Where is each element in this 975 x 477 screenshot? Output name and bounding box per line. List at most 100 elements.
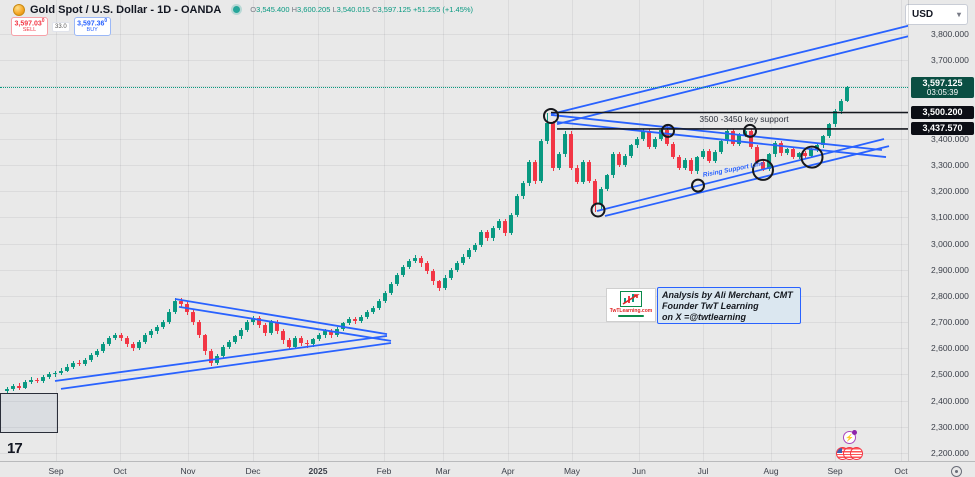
- candle: [821, 136, 825, 146]
- bar-countdown: 03:05:39: [926, 88, 959, 98]
- candle: [647, 130, 651, 147]
- chevron-down-icon: ▾: [956, 10, 961, 19]
- high-value: 3,600.205: [297, 5, 331, 14]
- time-tick-label: Oct: [894, 466, 908, 476]
- candle: [89, 354, 93, 361]
- candle: [653, 138, 657, 147]
- candle: [401, 267, 405, 275]
- candle: [683, 159, 687, 168]
- candle: [101, 344, 105, 351]
- logo-chart-icon: [620, 291, 642, 307]
- time-tick-label: Jul: [697, 466, 709, 476]
- price-axis[interactable]: 3,597.125 03:05:39 3,800.000 3,700.000 3,4…: [908, 0, 975, 461]
- close-value: 3,597.125: [377, 5, 411, 14]
- candle: [281, 331, 285, 341]
- candle: [731, 130, 735, 144]
- candle: [605, 175, 609, 189]
- candle: [701, 150, 705, 158]
- price-tick-label: 2,600.000: [931, 343, 969, 354]
- candle: [35, 379, 39, 381]
- v-gridline: [835, 0, 836, 461]
- h-gridline: [0, 217, 908, 219]
- candle: [449, 269, 453, 278]
- us-economic-events-icon[interactable]: [836, 447, 863, 460]
- candle: [203, 335, 207, 351]
- symbol-legend[interactable]: Gold Spot / U.S. Dollar - 1D - OANDA O3,…: [13, 3, 473, 16]
- candle: [47, 374, 51, 378]
- candle: [461, 256, 465, 264]
- key-support-annotation[interactable]: 3500 -3450 key support: [699, 114, 789, 124]
- candle: [419, 257, 423, 264]
- candle: [719, 141, 723, 152]
- candle: [227, 341, 231, 347]
- candle: [671, 143, 675, 158]
- selection-box-drawing[interactable]: [0, 393, 58, 434]
- candle: [197, 322, 201, 336]
- candle: [377, 301, 381, 308]
- candle: [317, 335, 321, 340]
- price-tick-label: 3,300.000: [931, 159, 969, 170]
- candle: [617, 154, 621, 165]
- candle: [743, 130, 747, 135]
- candle: [239, 329, 243, 337]
- time-axis[interactable]: Sep Oct Nov Dec 2025 Feb Mar Apr May Jun Jul Aug Sep…: [0, 461, 975, 477]
- v-gridline: [771, 0, 772, 461]
- candle: [323, 331, 327, 336]
- candle: [5, 388, 9, 392]
- candle: [83, 360, 87, 364]
- v-gridline: [703, 0, 704, 461]
- v-gridline: [188, 0, 189, 461]
- time-tick-label: Feb: [376, 466, 392, 476]
- rising-support-line-annotation[interactable]: Rising Support Line: [702, 160, 765, 179]
- candle: [59, 370, 63, 374]
- scale-reset-target-icon[interactable]: [951, 466, 962, 477]
- time-tick-label: Jun: [632, 466, 646, 476]
- candle: [635, 138, 639, 146]
- candle: [767, 154, 771, 169]
- price-tick-label: 3,100.000: [931, 212, 969, 223]
- sell-button[interactable]: 3,597.030 SELL: [11, 17, 48, 36]
- tradingview-logo[interactable]: 17: [7, 440, 23, 457]
- candle: [191, 311, 195, 323]
- buy-price-sup: 0: [104, 18, 108, 25]
- price-tick-label: 3,200.000: [931, 186, 969, 197]
- trade-buttons: 3,597.030 SELL 33.0 3,597.360 BUY: [11, 17, 111, 36]
- rising-support-1: [596, 138, 885, 212]
- candle: [221, 346, 225, 357]
- v-gridline: [901, 0, 902, 461]
- h-gridline: [0, 86, 908, 88]
- h-gridline: [0, 191, 908, 193]
- buy-price: 3,597.36: [77, 20, 105, 28]
- candle: [779, 142, 783, 154]
- currency-selector[interactable]: USD ▾: [905, 4, 968, 25]
- h-gridline: [0, 34, 908, 35]
- symbol-title[interactable]: Gold Spot / U.S. Dollar - 1D - OANDA: [30, 3, 222, 16]
- candle: [737, 134, 741, 144]
- candle: [11, 386, 15, 389]
- steep-breakout-channel-1: [550, 24, 908, 116]
- candle: [845, 87, 849, 101]
- candle: [131, 344, 135, 349]
- time-tick-label: Sep: [48, 466, 64, 476]
- candle: [149, 331, 153, 336]
- economic-event-bolt-icon[interactable]: ⚡: [843, 430, 857, 444]
- candle: [347, 319, 351, 324]
- open-value: 3,545.400: [256, 5, 290, 14]
- chart-pane[interactable]: 3500 -3450 key support Rising Support Li…: [0, 0, 908, 461]
- time-tick-label: Sep: [827, 466, 843, 476]
- candle: [233, 336, 237, 342]
- time-tick-label: Oct: [113, 466, 127, 476]
- buy-button[interactable]: 3,597.360 BUY: [73, 17, 111, 36]
- analysis-note-drawing[interactable]: Analysis by Ali Merchant, CMT Founder Tw…: [657, 287, 801, 324]
- h-gridline: [0, 60, 908, 62]
- candle: [677, 157, 681, 168]
- time-tick-label: May: [563, 466, 581, 476]
- low-label: L: [332, 5, 337, 14]
- price-tick-label: 2,800.000: [931, 290, 969, 301]
- candle-wick: [354, 317, 356, 325]
- v-gridline: [443, 0, 444, 461]
- candle: [563, 133, 567, 155]
- spread-value: 33.0: [52, 21, 70, 32]
- candle: [389, 284, 393, 294]
- candle: [119, 335, 123, 338]
